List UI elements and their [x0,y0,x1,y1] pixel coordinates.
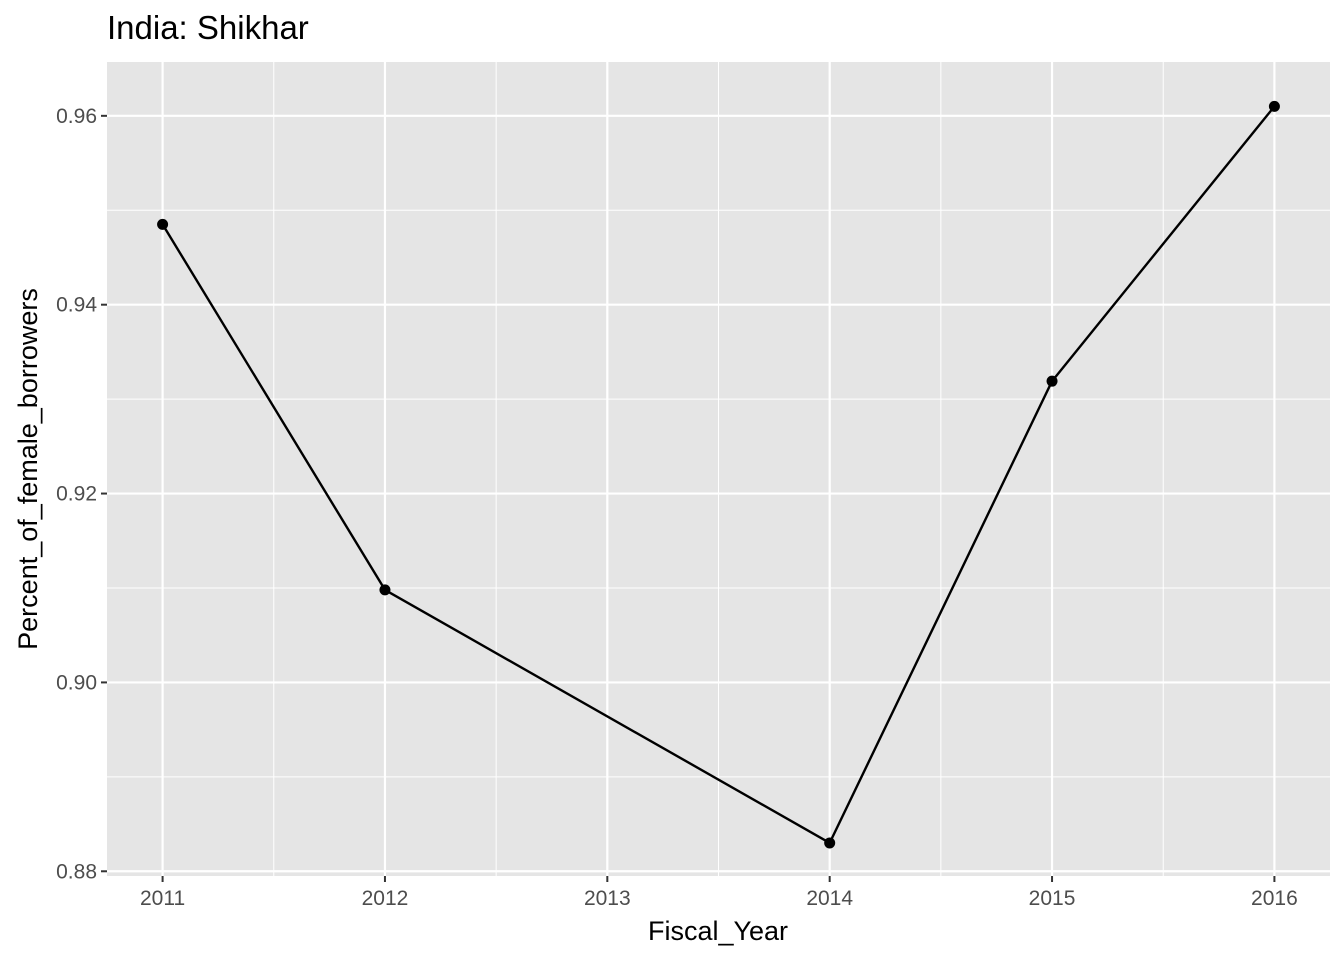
x-axis: 2011 2012 2013 2014 2015 2016 [140,876,1298,910]
y-axis-title: Percent_of_female_borrowers [13,288,43,650]
major-gridlines [107,62,1330,876]
x-tick-label: 2012 [362,887,409,910]
x-axis-title: Fiscal_Year [648,916,788,946]
x-tick-label: 2014 [806,887,853,910]
x-tick-label: 2016 [1251,887,1298,910]
y-tick-label: 0.94 [56,294,97,317]
minor-gridlines [107,62,1330,876]
y-tick-label: 0.96 [56,105,97,128]
x-tick-label: 2013 [584,887,631,910]
data-point [1268,100,1280,112]
y-tick-label: 0.90 [56,671,97,694]
data-series [157,100,1280,849]
x-tick-label: 2011 [140,887,185,910]
y-tick-label: 0.92 [56,483,97,506]
data-point [824,837,836,849]
data-point [1046,375,1058,387]
y-axis: 0.88 0.90 0.92 0.94 0.96 [56,105,107,883]
data-point [157,218,169,230]
y-tick-label: 0.88 [56,860,97,883]
data-point [379,584,391,596]
chart-title: India: Shikhar [107,9,309,46]
x-tick-label: 2015 [1029,887,1076,910]
